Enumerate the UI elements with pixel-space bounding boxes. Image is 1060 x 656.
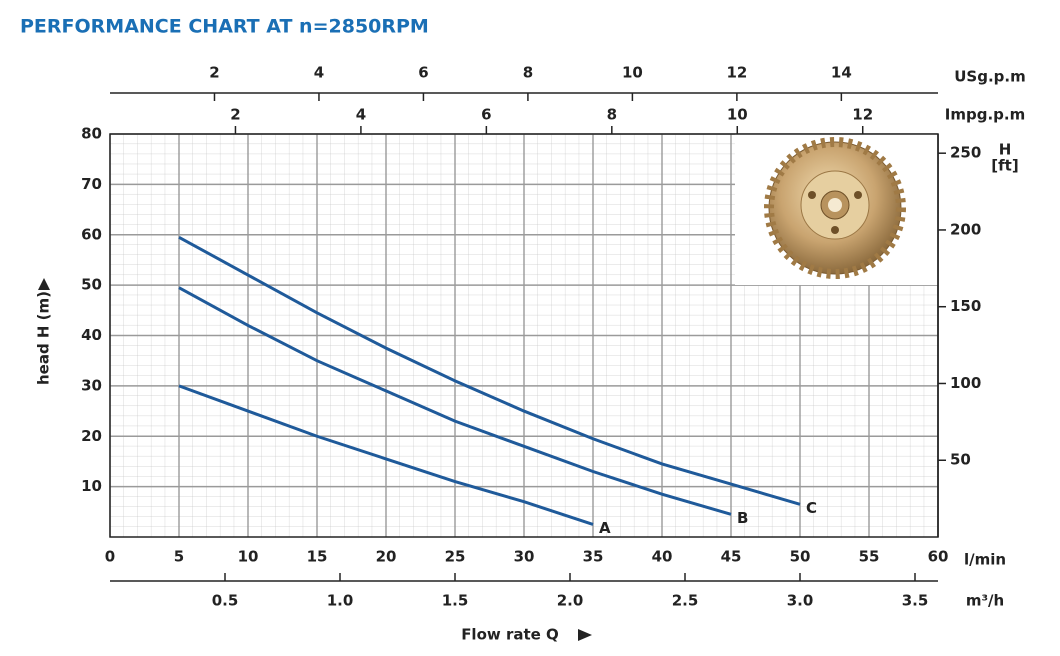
y-tick-label: 80 (81, 125, 102, 143)
x-tick-label: 40 (652, 548, 673, 566)
secondary-tick-label: 1.0 (327, 592, 354, 610)
secondary-tick-label: 0.5 (212, 592, 239, 610)
y-tick-label: 30 (81, 376, 102, 394)
x-axis-unit: l/min (964, 551, 1006, 569)
y2-tick-label: 50 (950, 451, 971, 469)
secondary-tick-label: 2 (230, 106, 240, 124)
secondary-tick-label: 3.0 (787, 592, 814, 610)
x-tick-label: 0 (105, 548, 115, 566)
y-axis-label: head H (m) (35, 291, 53, 385)
y-tick-label: 10 (81, 477, 102, 495)
x-tick-label: 55 (859, 548, 880, 566)
x-axis-label: Flow rate Q (461, 626, 559, 644)
x-tick-label: 30 (514, 548, 535, 566)
x-arrow (578, 629, 592, 641)
secondary-tick-label: 10 (727, 106, 748, 124)
y2-tick-label: 250 (950, 144, 981, 162)
series-label: C (806, 499, 817, 517)
x-tick-label: 20 (376, 548, 397, 566)
secondary-tick-label: 6 (481, 106, 491, 124)
secondary-tick-label: 1.5 (442, 592, 469, 610)
series-line (178, 384, 594, 526)
y2-axis-unit: [ft] (991, 157, 1018, 175)
secondary-tick-label: 4 (314, 64, 324, 82)
impeller-image (735, 134, 938, 285)
y2-tick-label: 200 (950, 220, 981, 238)
secondary-tick-label: 12 (852, 106, 873, 124)
x-tick-label: 5 (174, 548, 184, 566)
secondary-tick-label: 6 (418, 64, 428, 82)
secondary-tick-label: 3.5 (902, 592, 929, 610)
y-tick-label: 50 (81, 276, 102, 294)
x-tick-label: 50 (790, 548, 811, 566)
y2-tick-label: 150 (950, 297, 981, 315)
series-label: B (737, 509, 748, 527)
secondary-tick-label: 2.5 (672, 592, 699, 610)
y-tick-label: 60 (81, 225, 102, 243)
y-arrow (38, 278, 50, 290)
secondary-tick-label: 4 (356, 106, 366, 124)
secondary-axis-unit: Impg.p.m (945, 106, 1025, 124)
secondary-tick-label: 2 (209, 64, 219, 82)
x-tick-label: 10 (238, 548, 259, 566)
series-line (178, 235, 801, 506)
y-tick-label: 20 (81, 427, 102, 445)
y-tick-label: 40 (81, 326, 102, 344)
secondary-tick-label: 2.0 (557, 592, 584, 610)
series-line (178, 286, 732, 516)
x-tick-label: 15 (307, 548, 328, 566)
secondary-axis-unit: m³/h (966, 592, 1004, 610)
x-tick-label: 60 (928, 548, 949, 566)
x-tick-label: 25 (445, 548, 466, 566)
secondary-tick-label: 8 (607, 106, 617, 124)
series-label: A (599, 519, 611, 537)
chart-title: PERFORMANCE CHART AT n=2850RPM (20, 16, 429, 38)
y2-axis-label: H (999, 141, 1012, 159)
secondary-tick-label: 12 (726, 64, 747, 82)
x-tick-label: 45 (721, 548, 742, 566)
y-tick-label: 70 (81, 175, 102, 193)
y2-tick-label: 100 (950, 374, 981, 392)
x-tick-label: 35 (583, 548, 604, 566)
secondary-tick-label: 10 (622, 64, 643, 82)
secondary-axis-unit: USg.p.m (954, 68, 1025, 86)
secondary-tick-label: 14 (831, 64, 852, 82)
secondary-tick-label: 8 (523, 64, 533, 82)
